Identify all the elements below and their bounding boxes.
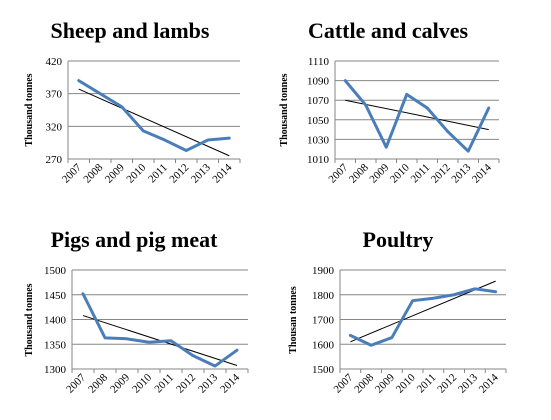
- y-tick-label: 1500: [44, 265, 67, 277]
- x-tick-label: 2011: [409, 162, 433, 186]
- chart-title: Pigs and pig meat: [51, 227, 219, 252]
- y-axis-label: Thousand tonnes: [24, 73, 35, 146]
- y-tick-label: 1700: [312, 315, 335, 327]
- x-tick-label: 2011: [152, 372, 176, 396]
- chart-panel-poultry: Poultry Thousan tonnes 1500 1600 1700 1800 190…: [288, 227, 507, 396]
- chart-panel-cattle-and-calves: Cattle and calves Thousand tonnes 1010 1030…: [279, 18, 500, 186]
- x-tick-label: 2012: [435, 372, 459, 396]
- x-tick-label: 2011: [415, 372, 439, 396]
- x-tick-label: 2014: [470, 161, 494, 185]
- y-tick-label: 1030: [307, 134, 330, 146]
- x-tick-label: 2009: [108, 371, 132, 395]
- y-tick-label: 1800: [312, 290, 335, 302]
- y-axis-label: Thousan tonnes: [288, 286, 299, 354]
- chart-title: Cattle and calves: [308, 18, 469, 43]
- y-tick-label: 1450: [44, 290, 67, 302]
- y-axis-label: Thousand tonnes: [24, 283, 35, 356]
- y-tick-label: 1500: [312, 364, 335, 376]
- x-tick-label: 2010: [388, 161, 412, 185]
- y-tick-label: 320: [46, 121, 63, 133]
- x-tick-label: 2007: [331, 371, 355, 395]
- trendline: [78, 88, 230, 157]
- x-tick-label: 2012: [167, 162, 191, 186]
- chart-title: Poultry: [363, 227, 434, 252]
- trendline: [345, 99, 489, 131]
- y-tick-label: 1900: [312, 265, 335, 277]
- x-tick-label: 2014: [210, 161, 234, 185]
- x-tick-label: 2012: [429, 162, 453, 186]
- x-tick-label: 2011: [146, 162, 170, 186]
- chart-panel-sheep-and-lambs: Sheep and lambs Thousand tonnes 270 320 370 4…: [24, 18, 241, 186]
- x-tick-label: 2012: [174, 372, 198, 396]
- chart-title: Sheep and lambs: [51, 18, 210, 43]
- x-tick-label: 2007: [60, 161, 84, 185]
- y-tick-label: 1600: [312, 339, 335, 351]
- y-tick-label: 1050: [307, 115, 330, 127]
- y-tick-label: 1010: [307, 154, 330, 166]
- y-tick-label: 1300: [44, 364, 67, 376]
- x-tick-label: 2008: [81, 161, 105, 185]
- y-tick-label: 1110: [308, 56, 330, 68]
- y-tick-label: 1350: [44, 339, 67, 351]
- x-tick-label: 2013: [456, 371, 480, 395]
- y-tick-label: 370: [46, 89, 63, 101]
- series-line: [81, 292, 239, 368]
- x-tick-label: 2007: [64, 371, 88, 395]
- x-tick-label: 2010: [124, 161, 148, 185]
- series-line: [348, 287, 498, 347]
- series-line: [77, 79, 231, 153]
- x-tick-label: 2013: [189, 161, 213, 185]
- x-tick-label: 2008: [86, 371, 110, 395]
- y-tick-label: 1070: [307, 95, 330, 107]
- x-tick-label: 2014: [218, 371, 242, 395]
- y-tick-label: 1090: [307, 76, 330, 88]
- x-tick-label: 2010: [130, 371, 154, 395]
- x-tick-label: 2008: [347, 161, 371, 185]
- x-tick-label: 2009: [373, 371, 397, 395]
- x-tick-label: 2014: [477, 371, 501, 395]
- x-tick-label: 2013: [196, 371, 220, 395]
- x-tick-label: 2009: [367, 161, 391, 185]
- y-axis-label: Thousand tonnes: [279, 73, 290, 146]
- series-line: [343, 79, 491, 153]
- y-tick-label: 1400: [44, 315, 67, 327]
- x-tick-label: 2008: [352, 371, 376, 395]
- x-tick-label: 2010: [394, 371, 418, 395]
- chart-panel-pigs-and-pig-meat: Pigs and pig meat Thousand tonnes 1300 1350…: [24, 227, 249, 396]
- y-tick-label: 420: [46, 56, 63, 68]
- y-tick-label: 270: [46, 154, 63, 166]
- x-tick-label: 2007: [326, 161, 350, 185]
- x-tick-label: 2009: [103, 161, 127, 185]
- x-tick-label: 2013: [449, 161, 473, 185]
